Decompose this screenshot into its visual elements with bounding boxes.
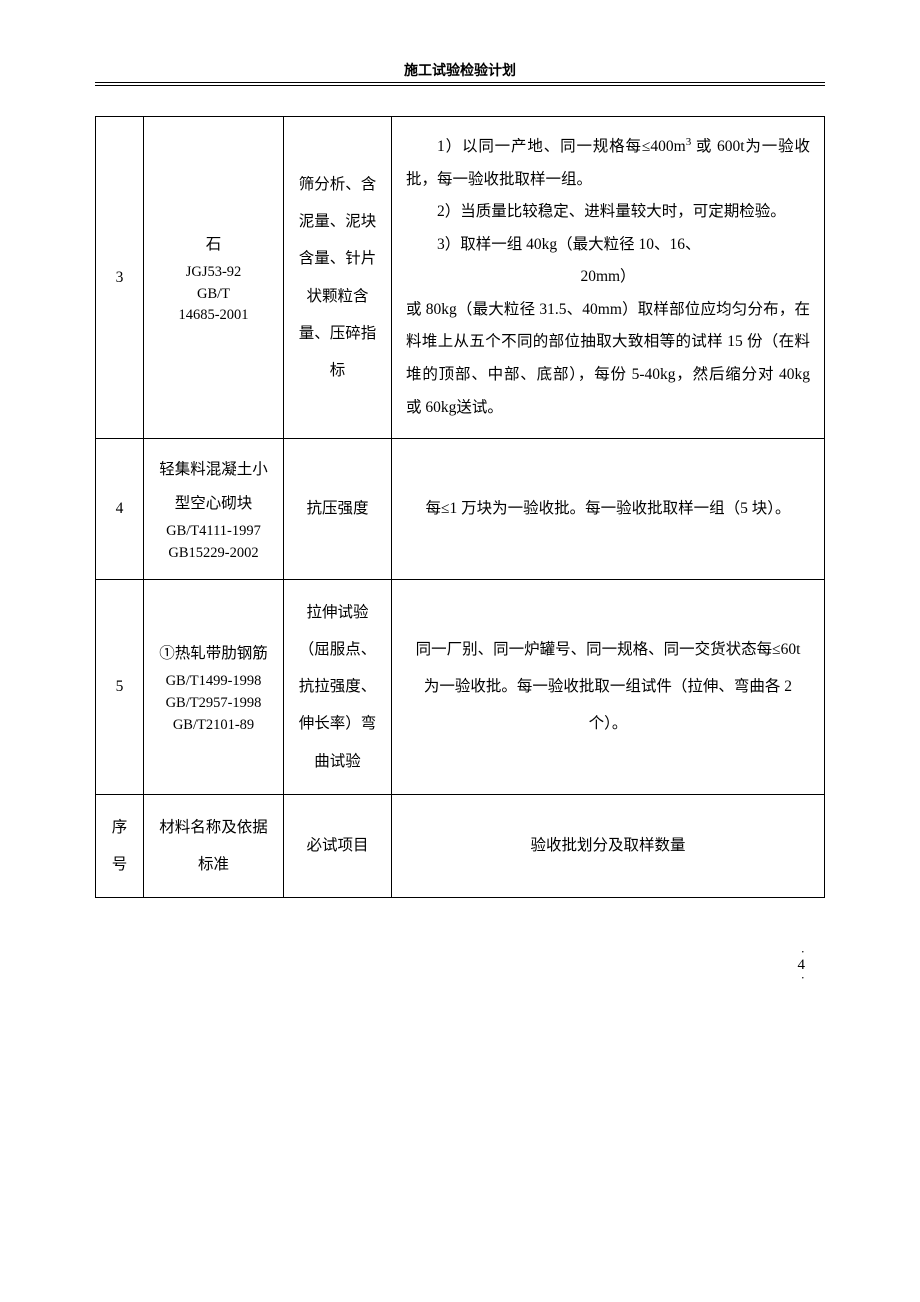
header-criteria: 验收批划分及取样数量 bbox=[392, 794, 825, 897]
criteria-text: 3）取样一组 40kg（最大粒径 10、16、 bbox=[406, 229, 810, 262]
criteria-text: 1）以同一产地、同一规格每≤400m3 或 600t为一验收批，每一验收批取样一… bbox=[406, 131, 810, 196]
row-number: 5 bbox=[96, 579, 144, 794]
header-text: 号 bbox=[112, 856, 128, 873]
dot-icon: · bbox=[99, 974, 805, 982]
criteria-cell: 同一厂别、同一炉罐号、同一规格、同一交货状态每≤60t 为一验收批。每一验收批取… bbox=[392, 579, 825, 794]
document-header: 施工试验检验计划 bbox=[95, 60, 825, 83]
header-underline bbox=[95, 85, 825, 86]
dot-icon: · bbox=[95, 948, 805, 956]
material-standard: JGJ53-92GB/T14685-2001 bbox=[152, 262, 275, 327]
criteria-text: 20mm） bbox=[406, 261, 810, 294]
criteria-text: 每≤1 万块为一验收批。每一验收批取样一组（5 块）。 bbox=[406, 490, 810, 527]
criteria-cell: 1）以同一产地、同一规格每≤400m3 或 600t为一验收批，每一验收批取样一… bbox=[392, 117, 825, 439]
material-name: ①热轧带肋钢筋 bbox=[152, 637, 275, 671]
criteria-text: 或 80kg（最大粒径 31.5、40mm）取样部位应均匀分布，在料堆上从五个不… bbox=[406, 294, 810, 424]
criteria-text: 同一厂别、同一炉罐号、同一规格、同一交货状态每≤60t 为一验收批。每一验收批取… bbox=[406, 631, 810, 743]
header-test: 必试项目 bbox=[284, 794, 392, 897]
material-cell: 石 JGJ53-92GB/T14685-2001 bbox=[144, 117, 284, 439]
page-number: · 4 · bbox=[95, 948, 825, 982]
header-material: 材料名称及依据标准 bbox=[144, 794, 284, 897]
row-number: 4 bbox=[96, 439, 144, 580]
material-standard: GB/T1499-1998GB/T2957-1998GB/T2101-89 bbox=[152, 671, 275, 736]
table-header-row: 序 号 材料名称及依据标准 必试项目 验收批划分及取样数量 bbox=[96, 794, 825, 897]
material-cell: 轻集料混凝土小型空心砌块 GB/T4111-1997GB15229-2002 bbox=[144, 439, 284, 580]
test-items: 拉伸试验（屈服点、抗拉强度、伸长率）弯曲试验 bbox=[284, 579, 392, 794]
table-row: 3 石 JGJ53-92GB/T14685-2001 筛分析、含泥量、泥块含量、… bbox=[96, 117, 825, 439]
criteria-text: 2）当质量比较稳定、进料量较大时，可定期检验。 bbox=[406, 196, 810, 229]
document-title: 施工试验检验计划 bbox=[404, 64, 516, 79]
table-row: 4 轻集料混凝土小型空心砌块 GB/T4111-1997GB15229-2002… bbox=[96, 439, 825, 580]
material-name: 轻集料混凝土小型空心砌块 bbox=[152, 453, 275, 521]
criteria-cell: 每≤1 万块为一验收批。每一验收批取样一组（5 块）。 bbox=[392, 439, 825, 580]
row-number: 3 bbox=[96, 117, 144, 439]
material-standard: GB/T4111-1997GB15229-2002 bbox=[152, 521, 275, 565]
material-name: 石 bbox=[152, 228, 275, 262]
header-seq: 序 号 bbox=[96, 794, 144, 897]
header-text: 序 bbox=[112, 819, 128, 836]
test-items: 抗压强度 bbox=[284, 439, 392, 580]
inspection-table: 3 石 JGJ53-92GB/T14685-2001 筛分析、含泥量、泥块含量、… bbox=[95, 116, 825, 898]
table-row: 5 ①热轧带肋钢筋 GB/T1499-1998GB/T2957-1998GB/T… bbox=[96, 579, 825, 794]
material-cell: ①热轧带肋钢筋 GB/T1499-1998GB/T2957-1998GB/T21… bbox=[144, 579, 284, 794]
test-items: 筛分析、含泥量、泥块含量、针片状颗粒含量、压碎指标 bbox=[284, 117, 392, 439]
